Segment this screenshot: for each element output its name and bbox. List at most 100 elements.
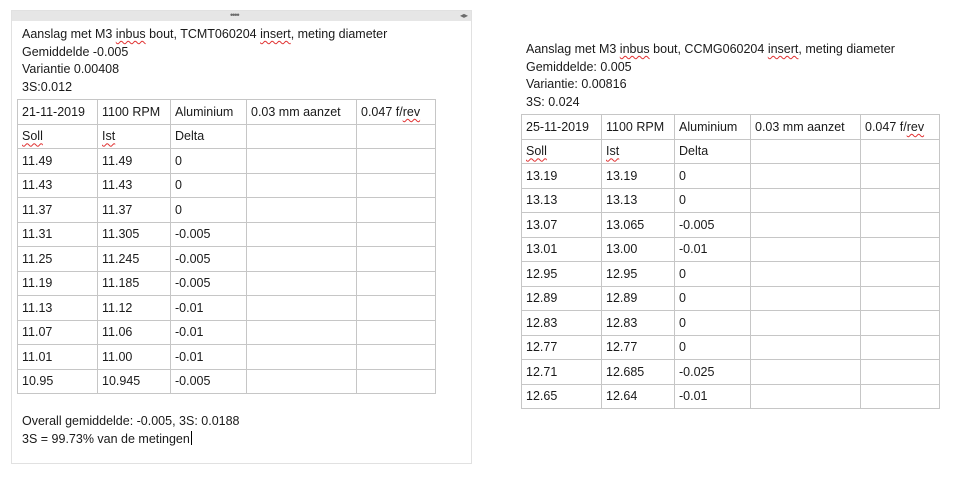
table-cell[interactable]: 11.06 xyxy=(97,319,171,345)
table-cell[interactable]: 11.37 xyxy=(97,197,171,223)
table-cell[interactable]: 12.71 xyxy=(521,359,602,385)
table-cell[interactable]: 1100 RPM xyxy=(601,114,675,140)
table-cell[interactable] xyxy=(750,163,861,189)
left-doc-average[interactable]: Gemiddelde -0.005 xyxy=(22,44,129,59)
table-cell[interactable]: 0 xyxy=(674,285,751,311)
table-cell[interactable]: 0 xyxy=(674,334,751,360)
table-cell[interactable]: 11.12 xyxy=(97,295,171,321)
table-cell[interactable]: 11.305 xyxy=(97,221,171,247)
table-cell[interactable]: 0 xyxy=(674,187,751,213)
table-cell[interactable]: -0.01 xyxy=(674,383,751,409)
table-cell[interactable]: 11.49 xyxy=(17,148,98,174)
left-doc-footer[interactable]: Overall gemiddelde: -0.005, 3S: 0.0188 3… xyxy=(22,413,240,448)
table-cell[interactable] xyxy=(246,172,357,198)
table-row[interactable]: 11.25 11.245 -0.005 xyxy=(17,246,436,272)
table-cell[interactable]: 13.19 xyxy=(601,163,675,189)
table-cell[interactable] xyxy=(356,221,436,247)
table-cell[interactable]: 1100 RPM xyxy=(97,99,171,125)
spelling-flag[interactable]: Soll xyxy=(526,144,547,159)
table-cell[interactable]: 0 xyxy=(170,197,247,223)
table-cell[interactable]: 12.685 xyxy=(601,359,675,385)
table-cell[interactable]: 0.047 f/rev xyxy=(860,114,940,140)
table-cell[interactable] xyxy=(246,270,357,296)
table-cell[interactable]: -0.005 xyxy=(170,368,247,394)
table-row[interactable]: 13.01 13.00 -0.01 xyxy=(521,236,940,262)
table-cell[interactable] xyxy=(246,148,357,174)
table-cell[interactable]: -0.01 xyxy=(170,295,247,321)
pane-move-handle[interactable]: •••• ◂▸ xyxy=(12,11,471,21)
table-row[interactable]: 12.89 12.89 0 xyxy=(521,285,940,311)
table-cell[interactable]: 13.13 xyxy=(521,187,602,213)
table-cell[interactable]: 21-11-2019 xyxy=(17,99,98,125)
left-doc-variance[interactable]: Variantie 0.00408 xyxy=(22,62,120,76)
table-cell[interactable] xyxy=(860,163,940,189)
table-row[interactable]: 10.95 10.945 -0.005 xyxy=(17,368,436,394)
table-cell[interactable]: Soll xyxy=(17,123,98,149)
table-cell[interactable] xyxy=(860,359,940,385)
table-cell[interactable]: Soll xyxy=(521,138,602,164)
table-cell[interactable] xyxy=(356,123,436,149)
table-cell[interactable]: 12.95 xyxy=(521,261,602,287)
table-cell[interactable] xyxy=(356,148,436,174)
table-cell[interactable]: -0.005 xyxy=(170,221,247,247)
table-cell[interactable] xyxy=(860,285,940,311)
table-cell[interactable] xyxy=(860,187,940,213)
table-row[interactable]: 11.07 11.06 -0.01 xyxy=(17,319,436,345)
table-cell[interactable]: 11.43 xyxy=(17,172,98,198)
table-cell[interactable] xyxy=(750,285,861,311)
table-cell[interactable]: -0.005 xyxy=(674,212,751,238)
table-cell[interactable] xyxy=(246,295,357,321)
drag-grip-icon[interactable]: •••• xyxy=(230,10,240,20)
spelling-flag[interactable]: Ist xyxy=(606,144,620,159)
table-cell[interactable]: -0.01 xyxy=(170,319,247,345)
table-cell[interactable]: 13.01 xyxy=(521,236,602,262)
left-doc-title[interactable]: Aanslag met M3 inbus bout, TCMT060204 in… xyxy=(22,27,388,41)
table-cell[interactable] xyxy=(750,334,861,360)
table-cell[interactable]: 11.31 xyxy=(17,221,98,247)
table-cell[interactable]: -0.025 xyxy=(674,359,751,385)
table-cell[interactable] xyxy=(246,221,357,247)
table-row[interactable]: 13.13 13.13 0 xyxy=(521,187,940,213)
table-cell[interactable]: 11.25 xyxy=(17,246,98,272)
table-label-row[interactable]: Soll Ist Delta xyxy=(17,123,436,149)
table-row[interactable]: 13.07 13.065 -0.005 xyxy=(521,212,940,238)
table-label-row[interactable]: Soll Ist Delta xyxy=(521,138,940,164)
right-doc-variance[interactable]: Variantie: 0.00816 xyxy=(526,77,627,91)
spelling-flag[interactable]: insert xyxy=(767,42,799,56)
table-header-row[interactable]: 25-11-2019 1100 RPM Aluminium 0.03 mm aanze… xyxy=(521,114,940,140)
overall-average-line[interactable]: Overall gemiddelde: -0.005, 3S: 0.0188 xyxy=(22,414,240,428)
table-cell[interactable]: 11.43 xyxy=(97,172,171,198)
right-doc-3s[interactable]: 3S: 0.024 xyxy=(526,94,580,109)
table-cell[interactable]: Delta xyxy=(674,138,751,164)
table-cell[interactable]: 13.19 xyxy=(521,163,602,189)
table-cell[interactable]: 11.01 xyxy=(17,344,98,370)
table-cell[interactable]: 13.00 xyxy=(601,236,675,262)
table-cell[interactable] xyxy=(246,368,357,394)
table-cell[interactable] xyxy=(246,344,357,370)
table-cell[interactable] xyxy=(750,359,861,385)
table-cell[interactable]: 13.13 xyxy=(601,187,675,213)
table-cell[interactable] xyxy=(750,310,861,336)
table-cell[interactable]: 13.065 xyxy=(601,212,675,238)
spelling-flag[interactable]: rev xyxy=(402,104,421,119)
table-cell[interactable]: 0 xyxy=(170,172,247,198)
table-cell[interactable]: 10.95 xyxy=(17,368,98,394)
table-cell[interactable]: 12.77 xyxy=(521,334,602,360)
table-row[interactable]: 11.31 11.305 -0.005 xyxy=(17,221,436,247)
table-cell[interactable] xyxy=(356,270,436,296)
table-cell[interactable]: 0 xyxy=(674,163,751,189)
table-row[interactable]: 12.77 12.77 0 xyxy=(521,334,940,360)
table-cell[interactable] xyxy=(356,368,436,394)
table-cell[interactable]: 0 xyxy=(170,148,247,174)
table-row[interactable]: 12.65 12.64 -0.01 xyxy=(521,383,940,409)
table-cell[interactable] xyxy=(356,172,436,198)
table-row[interactable]: 11.01 11.00 -0.01 xyxy=(17,344,436,370)
table-cell[interactable]: 11.19 xyxy=(17,270,98,296)
table-cell[interactable] xyxy=(860,212,940,238)
table-cell[interactable]: 12.89 xyxy=(521,285,602,311)
table-cell[interactable]: Ist xyxy=(97,123,171,149)
table-cell[interactable]: 11.185 xyxy=(97,270,171,296)
table-cell[interactable] xyxy=(246,319,357,345)
table-header-row[interactable]: 21-11-2019 1100 RPM Aluminium 0.03 mm aanze… xyxy=(17,99,436,125)
table-cell[interactable]: Aluminium xyxy=(674,114,751,140)
